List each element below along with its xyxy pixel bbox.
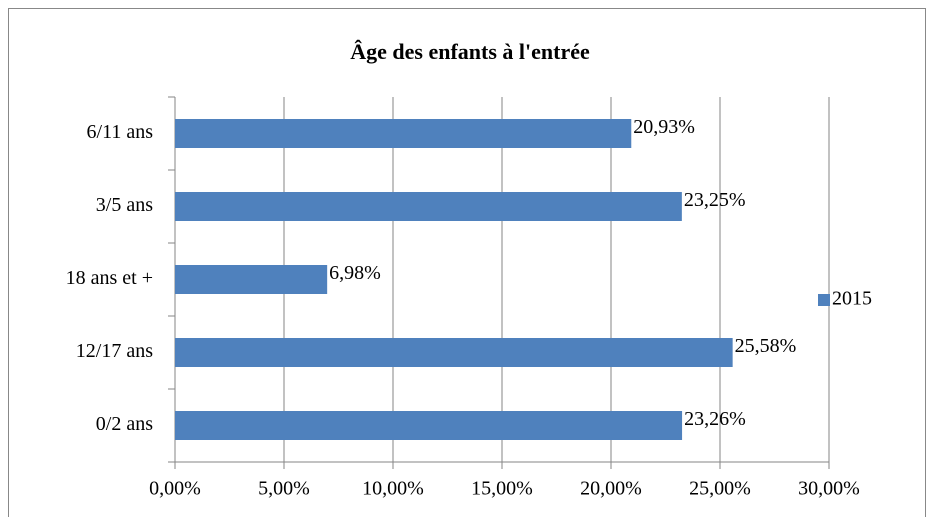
value-label: 25,58%	[735, 335, 797, 357]
chart-title: Âge des enfants à l'entrée	[350, 39, 590, 64]
value-label: 23,25%	[684, 189, 746, 211]
y-tick-label: 0/2 ans	[96, 413, 153, 435]
bar	[175, 411, 683, 440]
value-label: 6,98%	[329, 262, 381, 284]
x-tick-label: 0,00%	[149, 478, 201, 500]
bar	[175, 192, 682, 221]
bar	[175, 119, 632, 148]
legend-swatch	[818, 294, 830, 306]
y-tick-label: 3/5 ans	[96, 194, 153, 216]
x-tick-label: 10,00%	[362, 478, 424, 500]
x-tick-label: 20,00%	[580, 478, 642, 500]
y-tick-label: 18 ans et +	[66, 267, 153, 289]
bar	[175, 265, 328, 294]
x-tick-label: 15,00%	[471, 478, 533, 500]
value-label: 23,26%	[684, 408, 746, 430]
chart-frame	[8, 8, 926, 517]
bar	[175, 338, 733, 367]
y-tick-label: 12/17 ans	[76, 340, 153, 362]
value-label: 20,93%	[633, 116, 695, 138]
y-tick-label: 6/11 ans	[87, 121, 154, 143]
legend-label: 2015	[832, 288, 872, 310]
x-tick-label: 25,00%	[689, 478, 751, 500]
x-tick-label: 30,00%	[798, 478, 860, 500]
x-tick-label: 5,00%	[258, 478, 310, 500]
